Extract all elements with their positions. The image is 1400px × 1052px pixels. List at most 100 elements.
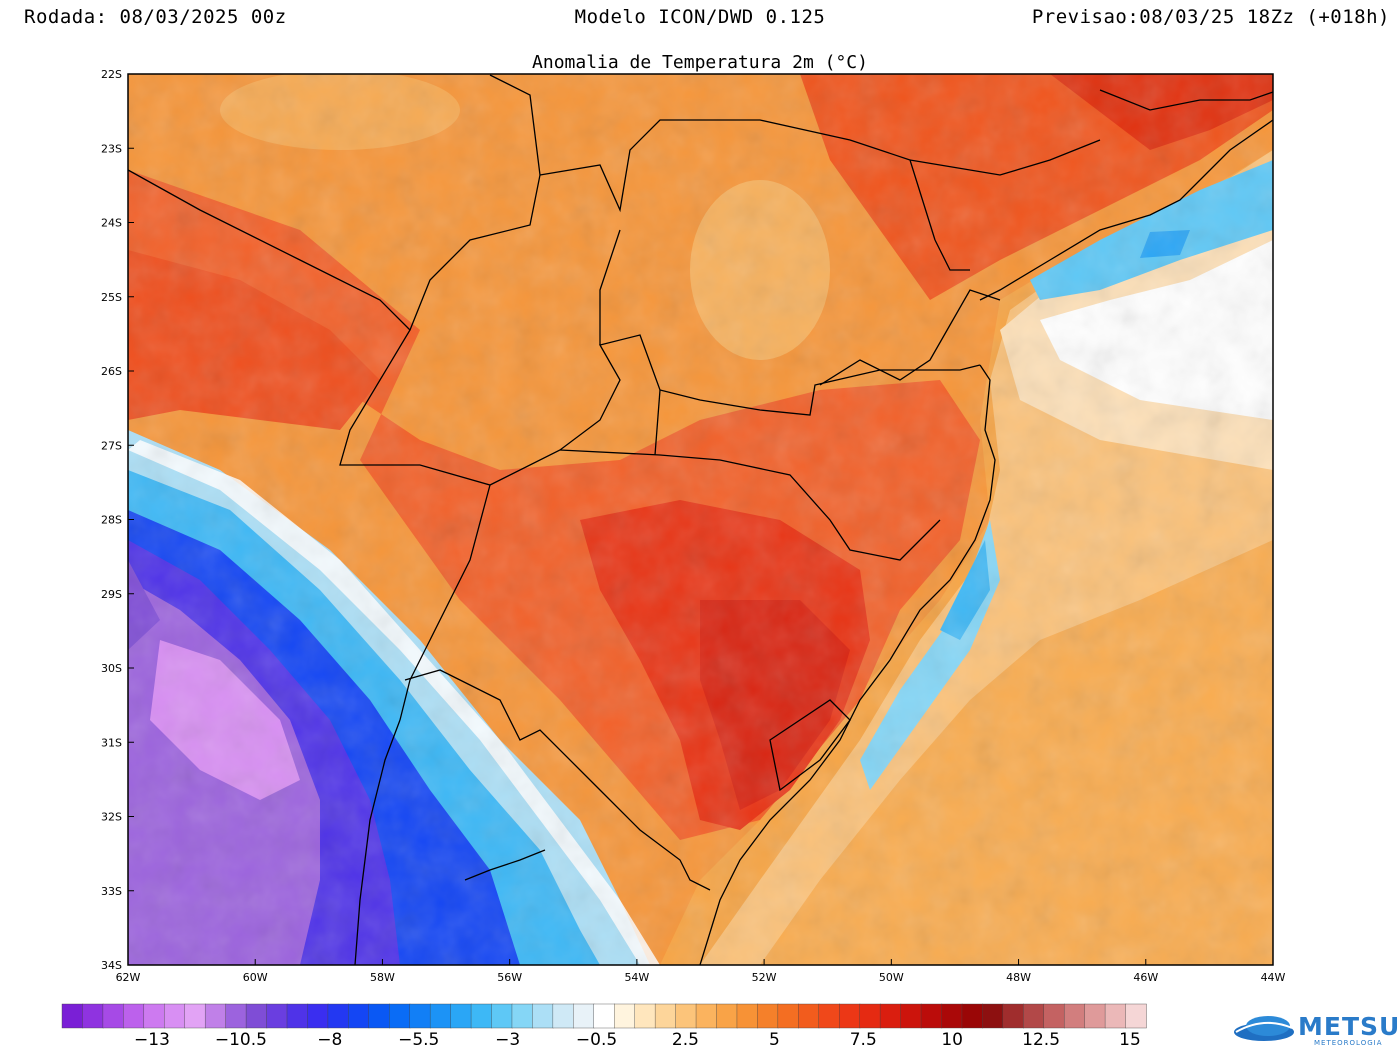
colorbar-cell: [798, 1003, 820, 1029]
colorbar-cell: [1043, 1003, 1065, 1029]
colorbar-label: 7.5: [850, 1030, 877, 1050]
lon-label: 48W: [1006, 971, 1031, 984]
colorbar-cell: [164, 1003, 186, 1029]
colorbar-cell: [245, 1003, 268, 1029]
temperature-anomaly-map: 22S23S24S25S26S27S28S29S30S31S32S33S34S …: [101, 68, 1286, 984]
colorbar-cell: [511, 1003, 534, 1029]
lat-label: 33S: [101, 885, 122, 898]
colorbar-cell: [552, 1003, 575, 1029]
forecast-time-label: Previsao:08/03/25 18Zz (+018h): [1031, 6, 1390, 28]
colorbar-cell: [757, 1003, 779, 1029]
colorbar-cell: [532, 1003, 554, 1029]
colorbar-cell: [102, 1003, 125, 1029]
lat-label: 25S: [101, 291, 122, 304]
colorbar-cell: [654, 1003, 677, 1029]
colorbar-cell: [470, 1003, 493, 1029]
colorbar-cell: [82, 1003, 104, 1029]
lat-label: 29S: [101, 588, 122, 601]
colorbar-label: −5.5: [398, 1030, 439, 1050]
colorbar-label: 10: [941, 1030, 963, 1050]
colorbar-cell: [1084, 1003, 1106, 1029]
lat-label: 30S: [101, 662, 122, 675]
colorbar-cell: [593, 1003, 615, 1029]
lat-label: 24S: [101, 217, 122, 230]
lat-label: 32S: [101, 811, 122, 824]
colorbar-cell: [961, 1003, 984, 1029]
lat-label: 23S: [101, 142, 122, 155]
colorbar-cell: [61, 1003, 84, 1029]
longitude-axis: 62W 60W 58W 56W 54W 52W 50W 48W 46W 44W: [116, 959, 1286, 984]
colorbar-label: −0.5: [576, 1030, 617, 1050]
lon-label: 44W: [1261, 971, 1286, 984]
lon-label: 58W: [370, 971, 395, 984]
colorbar-label: −3: [495, 1030, 520, 1050]
colorbar-label: 5: [769, 1030, 780, 1050]
colorbar-cell: [204, 1003, 227, 1029]
lon-label: 52W: [752, 971, 777, 984]
colorbar-cell: [1125, 1003, 1147, 1029]
globe-icon: [1234, 1016, 1294, 1041]
anomaly-field: [128, 74, 1273, 965]
colorbar-cell: [389, 1003, 411, 1029]
metsul-logo: METSUL METEOROLOGIA: [1232, 1006, 1400, 1050]
colorbar-cell: [348, 1003, 370, 1029]
colorbar-cell: [920, 1003, 943, 1029]
lat-label: 26S: [101, 365, 122, 378]
colorbar-cell: [450, 1003, 472, 1029]
model-name-label: Modelo ICON/DWD 0.125: [574, 6, 826, 28]
lat-label: 28S: [101, 514, 122, 527]
colorbar-cell: [614, 1003, 636, 1029]
colorbar-cell: [1023, 1003, 1045, 1029]
colorbar-cell: [307, 1003, 329, 1029]
colorbar-cell: [368, 1003, 390, 1029]
lon-label: 54W: [624, 971, 649, 984]
colorbar-cell: [879, 1003, 902, 1029]
colorbar-cells: [61, 1003, 1147, 1029]
colorbar-label: −8: [317, 1030, 342, 1050]
colorbar-cell: [491, 1003, 513, 1029]
colorbar-cell: [143, 1003, 165, 1029]
lon-label: 46W: [1133, 971, 1158, 984]
colorbar-cell: [675, 1003, 697, 1029]
colorbar-cell: [123, 1003, 145, 1029]
colorbar-cell: [1002, 1003, 1024, 1029]
colorbar-cell: [429, 1003, 452, 1029]
colorbar-cell: [409, 1003, 431, 1029]
colorbar-cell: [982, 1003, 1004, 1029]
colorbar-cell: [818, 1003, 840, 1029]
colorbar-cell: [695, 1003, 718, 1029]
colorbar-cell: [941, 1003, 963, 1029]
colorbar-labels: −13 −10.5 −8 −5.5 −3 −0.5 2.5 5 7.5 10 12.5 15: [134, 1030, 1141, 1050]
colorbar-label: −13: [134, 1030, 170, 1050]
colorbar-cell: [573, 1003, 595, 1029]
colorbar-cell: [859, 1003, 881, 1029]
colorbar-cell: [777, 1003, 800, 1029]
colorbar-cell: [184, 1003, 206, 1029]
lat-label: 22S: [101, 68, 122, 81]
colorbar-label: 15: [1119, 1030, 1141, 1050]
colorbar-cell: [286, 1003, 309, 1029]
colorbar-cell: [327, 1003, 350, 1029]
colorbar-cell: [1063, 1003, 1086, 1029]
colorbar-cell: [225, 1003, 247, 1029]
colorbar-cell: [716, 1003, 738, 1029]
colorbar-cell: [634, 1003, 656, 1029]
colorbar-cell: [266, 1003, 288, 1029]
colorbar-label: −10.5: [215, 1030, 267, 1050]
colorbar-cell: [736, 1003, 759, 1029]
colorbar-label: 2.5: [672, 1030, 699, 1050]
colorbar-cell: [1104, 1003, 1127, 1029]
logo-text: METSUL: [1298, 1012, 1400, 1041]
logo-subtext: METEOROLOGIA: [1314, 1039, 1383, 1047]
colorbar-cell: [900, 1003, 922, 1029]
political-boundaries: [128, 74, 1273, 965]
run-date-label: Rodada: 08/03/2025 00z: [24, 6, 287, 28]
lon-label: 56W: [497, 971, 522, 984]
lon-label: 60W: [243, 971, 268, 984]
colorbar-cell: [839, 1003, 861, 1029]
lat-label: 27S: [101, 439, 122, 452]
lat-label: 31S: [101, 736, 122, 749]
latitude-axis: 22S 23S 24S 25S 26S 27S 28S 29S 30S 31S 32S 33S 34S: [101, 68, 134, 972]
lon-label: 50W: [879, 971, 904, 984]
map-title: Anomalia de Temperatura 2m (°C): [532, 52, 868, 73]
